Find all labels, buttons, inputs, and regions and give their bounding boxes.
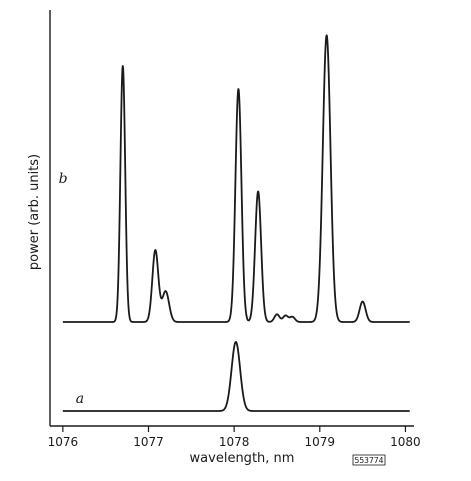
x-tick-label-1078: 1078 — [219, 435, 250, 449]
series-label-b: b — [59, 171, 68, 187]
series-line-a — [62, 340, 411, 412]
x-tick-labels: 1076 1077 1078 1079 1080 — [48, 435, 421, 449]
y-axis-title: power (arb. units) — [27, 154, 42, 270]
series-labels: ba — [59, 171, 84, 407]
figure-tag-box — [352, 454, 386, 466]
series-line-b — [62, 34, 411, 323]
figure-tag: 553774 — [355, 456, 384, 465]
x-tick-label-1077: 1077 — [133, 435, 164, 449]
x-tick-label-1079: 1079 — [305, 435, 336, 449]
series-label-a: a — [76, 391, 84, 407]
x-tick-label-1076: 1076 — [48, 435, 79, 449]
series-curves — [62, 34, 411, 412]
x-tick-label-1080: 1080 — [390, 435, 421, 449]
x-axis-title: wavelength, nm — [190, 451, 295, 466]
x-axis-ticks — [62, 426, 407, 432]
